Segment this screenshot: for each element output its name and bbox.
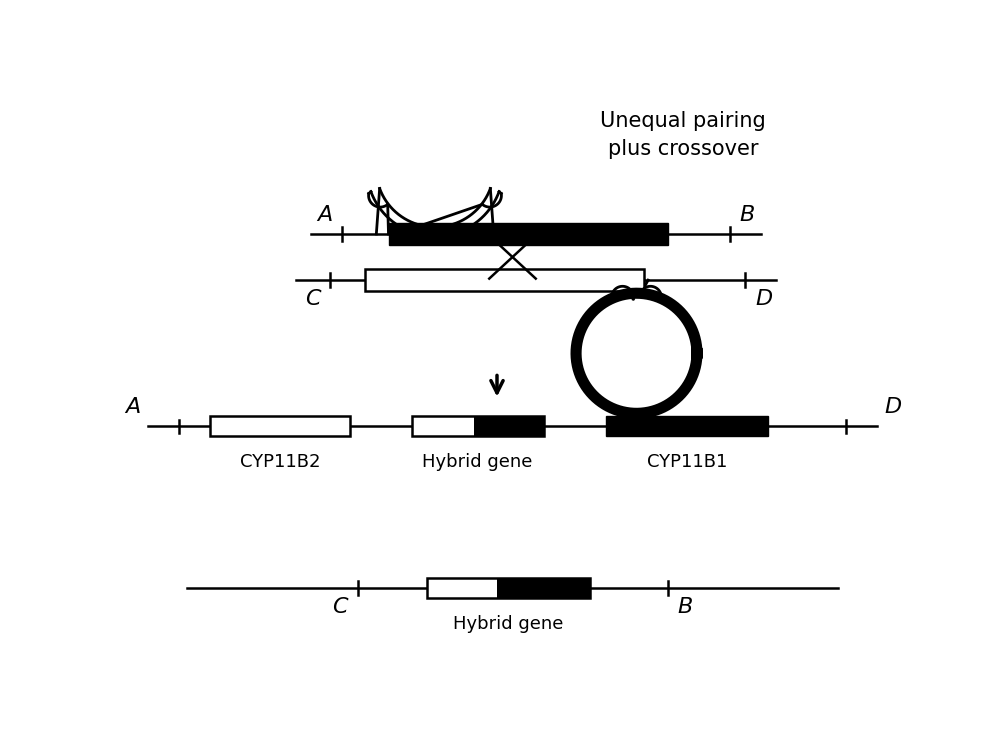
Text: B: B — [740, 205, 755, 225]
Bar — [427, 578, 497, 598]
Text: C: C — [305, 290, 320, 309]
Text: Unequal pairing
plus crossover: Unequal pairing plus crossover — [600, 110, 766, 159]
Bar — [365, 269, 644, 291]
Text: A: A — [125, 397, 140, 417]
Bar — [474, 417, 544, 436]
Text: Hybrid gene: Hybrid gene — [453, 615, 564, 633]
Text: B: B — [678, 597, 693, 618]
Text: Hybrid gene: Hybrid gene — [422, 454, 533, 472]
Text: D: D — [885, 397, 902, 417]
Text: CYP11B2: CYP11B2 — [240, 454, 320, 472]
Bar — [427, 578, 590, 598]
Bar — [412, 417, 544, 436]
Text: A: A — [317, 205, 333, 225]
Text: CYP11B1: CYP11B1 — [647, 454, 727, 472]
Bar — [388, 223, 668, 245]
Bar — [210, 417, 350, 436]
Bar — [497, 578, 590, 598]
Bar — [412, 417, 474, 436]
Bar — [606, 417, 768, 436]
Text: C: C — [332, 597, 347, 618]
Text: D: D — [755, 290, 772, 309]
